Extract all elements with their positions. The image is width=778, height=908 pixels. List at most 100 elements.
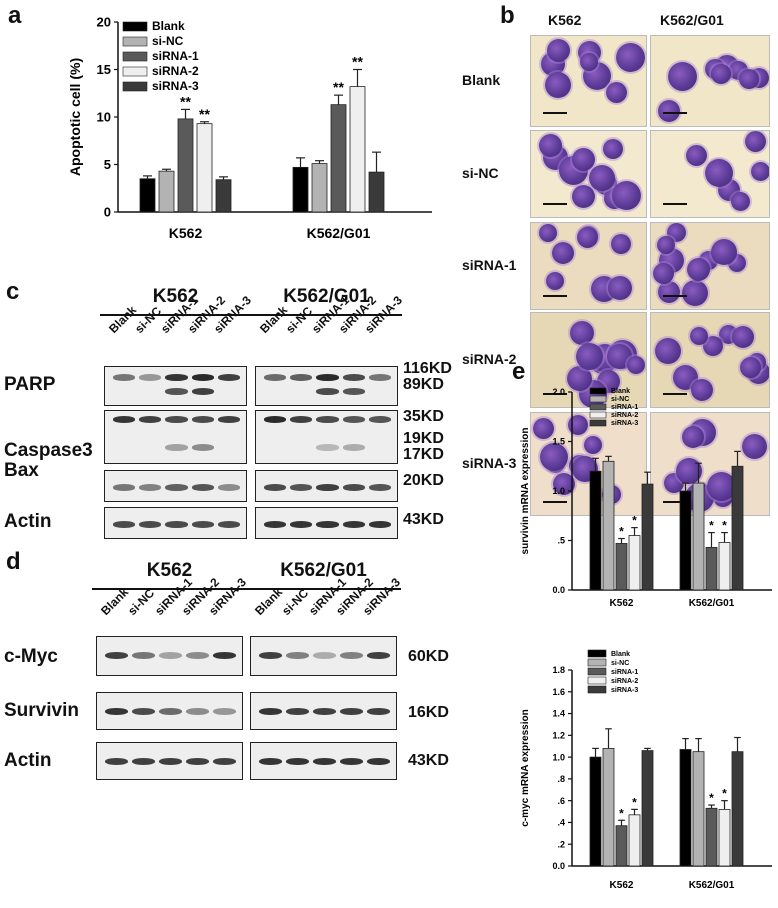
legend-swatch — [122, 21, 148, 32]
cell — [545, 72, 571, 98]
category-label: K562 — [610, 880, 634, 891]
blot-band — [105, 758, 128, 765]
bar — [731, 751, 744, 867]
scale-bar — [543, 393, 567, 395]
cell — [580, 53, 598, 71]
cell — [732, 326, 754, 348]
blot-band — [191, 444, 214, 451]
bar — [679, 490, 692, 591]
cell — [547, 39, 570, 62]
blot-band — [159, 758, 182, 765]
significance-mark: * — [632, 514, 637, 528]
category-label: K562 — [169, 225, 203, 241]
cell — [584, 436, 602, 454]
y-tick-label: 5 — [104, 157, 111, 172]
bar — [158, 170, 175, 213]
blot-band — [264, 521, 287, 528]
legend-swatch — [587, 676, 607, 685]
blot-band — [165, 388, 188, 395]
blot-row-label: Actin — [4, 511, 52, 532]
blot-strip — [96, 742, 243, 780]
bar — [615, 825, 628, 867]
cell — [686, 145, 707, 166]
legend-swatch — [122, 51, 148, 62]
molecular-weight-label: 89KD — [403, 376, 444, 393]
blot-band — [342, 416, 365, 423]
micrograph-image — [530, 130, 647, 218]
bar — [177, 118, 194, 213]
cell — [711, 64, 731, 84]
cell — [739, 69, 759, 89]
blot-band — [313, 758, 336, 765]
blot-band — [139, 521, 162, 528]
blot-band — [264, 484, 287, 491]
molecular-weight-label: 43KD — [408, 752, 449, 769]
category-label: K562/G01 — [689, 598, 735, 609]
blot-strip — [96, 636, 243, 676]
blot-band — [367, 708, 390, 715]
blot-band — [259, 652, 282, 659]
bar — [589, 470, 602, 591]
legend-label: Blank — [152, 19, 185, 33]
y-tick-label: 1.0 — [552, 486, 565, 496]
y-tick-label: 10 — [97, 110, 111, 125]
blot-band — [259, 758, 282, 765]
blot-band — [367, 652, 390, 659]
significance-mark: ** — [333, 79, 344, 95]
blot-band — [186, 758, 209, 765]
cmyc-mrna-chart: 0.0 .2 .4 .6 .8 1.0 1.2 1.4 1.6 1.8 c-myc mRNA exp… — [520, 649, 772, 891]
blot-strip — [104, 410, 247, 464]
blot-strip — [104, 507, 247, 539]
blot-band — [213, 708, 236, 715]
cell — [577, 227, 598, 248]
cell — [745, 131, 766, 152]
blot-group-title: K562/G01 — [283, 286, 370, 307]
blot-band — [367, 758, 390, 765]
micrograph-row-label: siRNA-1 — [462, 257, 517, 273]
legend-swatch — [589, 419, 607, 427]
blot-band — [132, 652, 155, 659]
blot-row-label: Caspase3 — [4, 440, 93, 461]
y-tick-label: 0.0 — [552, 861, 565, 871]
blot-band — [191, 416, 214, 423]
cell — [552, 242, 574, 264]
blot-band — [264, 374, 287, 381]
blot-row-label: Survivin — [4, 700, 79, 721]
y-tick-label: 15 — [97, 62, 111, 77]
blot-band — [316, 444, 339, 451]
bar — [641, 483, 654, 591]
cell — [703, 336, 723, 356]
micrograph-image — [650, 222, 770, 310]
blot-band — [165, 521, 188, 528]
blot-row-label: PARP — [4, 374, 56, 395]
bar — [718, 808, 731, 867]
blot-band — [186, 708, 209, 715]
cell — [539, 134, 562, 157]
bar — [330, 104, 347, 213]
blot-band — [316, 388, 339, 395]
blot-band — [313, 708, 336, 715]
blot-band — [139, 416, 162, 423]
blot-band — [139, 484, 162, 491]
blot-band — [368, 484, 391, 491]
cell — [742, 434, 767, 459]
cell — [606, 82, 627, 103]
bar — [718, 542, 731, 591]
molecular-weight-label: 60KD — [408, 648, 449, 665]
legend-swatch — [587, 658, 607, 667]
y-tick-label: 0.0 — [552, 585, 565, 595]
legend-label: si-NC — [152, 34, 184, 48]
scale-bar — [543, 112, 567, 114]
blot-band — [290, 484, 313, 491]
micrograph-row-label: Blank — [462, 72, 501, 88]
significance-mark: * — [632, 795, 637, 809]
blot-band — [313, 652, 336, 659]
blot-band — [165, 416, 188, 423]
cell — [540, 443, 568, 471]
category-label: K562/G01 — [307, 225, 371, 241]
significance-mark: * — [619, 525, 624, 539]
blot-band — [286, 758, 309, 765]
scale-bar — [543, 295, 567, 297]
blot-band — [113, 484, 136, 491]
blot-strip — [255, 470, 398, 502]
